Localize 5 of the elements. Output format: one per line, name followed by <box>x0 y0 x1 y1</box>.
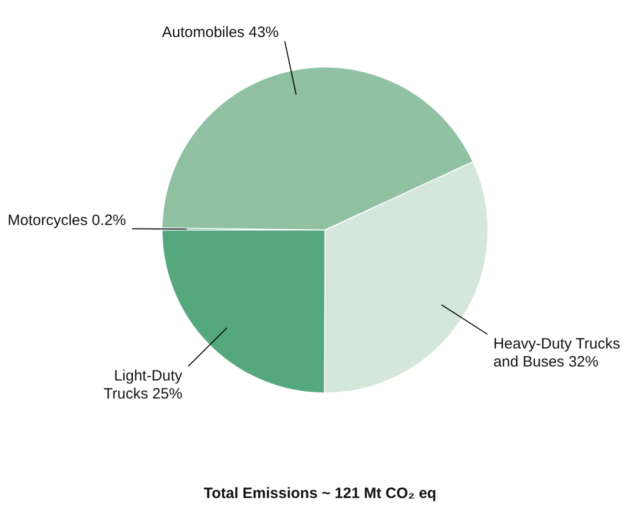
slice-label: Motorcycles 0.2% <box>8 212 126 229</box>
slice-label: Light-Duty Trucks 25% <box>104 367 183 402</box>
slice-label: Heavy-Duty Trucks and Buses 32% <box>493 335 620 370</box>
text: Total Emissions ~ 121 Mt CO₂ eq <box>204 485 436 502</box>
slice-label: Automobiles 43% <box>162 24 279 42</box>
